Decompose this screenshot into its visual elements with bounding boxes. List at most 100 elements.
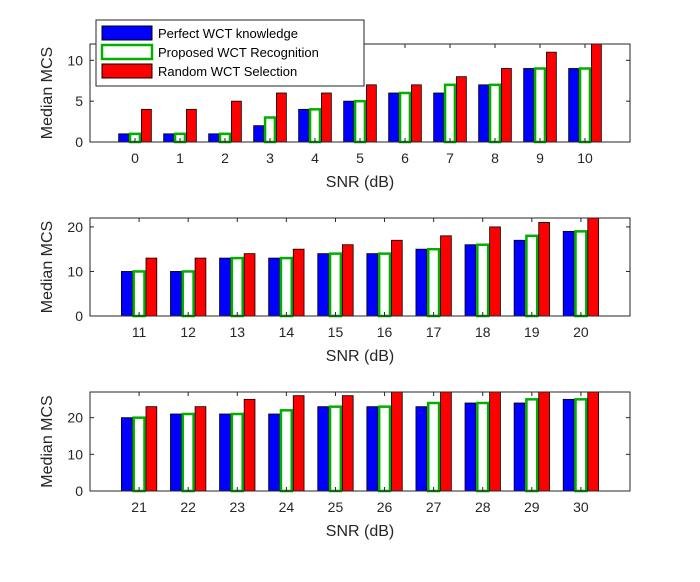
bar-random-snr-22 [194,406,207,492]
bar-random-snr-1 [186,108,197,143]
x-tick-label: 21 [131,499,147,515]
bar-proposed-snr-24 [279,409,294,493]
x-axis-title: SNR (dB) [326,523,394,540]
bar-proposed-snr-22 [181,412,195,493]
bar-proposed-snr-7 [443,83,457,144]
bar-random-snr-12 [194,257,207,317]
bar-proposed-snr-8 [488,83,502,144]
bar-perfect-snr-26 [366,406,379,492]
bar-perfect-snr-29 [513,402,526,492]
x-tick-label: 2 [221,150,229,166]
bar-proposed-snr-21 [132,416,146,493]
bar-proposed-snr-6 [398,91,412,144]
x-tick-label: 3 [266,150,274,166]
legend-swatch-proposed [100,43,154,61]
bar-random-snr-8 [501,68,512,143]
x-tick-label: 19 [524,324,540,340]
y-tick-label: 0 [75,134,83,150]
y-tick-label: 10 [67,446,83,462]
x-tick-label: 5 [356,150,364,166]
legend-label-random: Random WCT Selection [158,64,297,79]
x-tick-label: 22 [180,499,196,515]
bar-random-snr-3 [276,92,287,143]
legend-swatch-perfect [101,25,153,41]
bar-perfect-snr-14 [268,257,280,317]
x-tick-label: 26 [377,499,393,515]
bar-perfect-snr-8 [478,84,489,143]
bar-random-snr-15 [341,244,354,317]
bar-perfect-snr-0 [118,133,129,143]
bar-random-snr-29 [538,391,550,492]
bar-random-snr-0 [141,108,152,143]
y-tick-label: 5 [75,93,83,109]
x-tick-label: 16 [377,324,393,340]
legend-swatch-random [101,63,153,79]
bar-random-snr-7 [456,76,467,143]
bar-random-snr-13 [243,253,256,317]
bar-proposed-snr-14 [279,256,294,318]
bar-random-snr-4 [321,92,332,143]
bar-random-snr-21 [145,406,158,492]
bar-perfect-snr-17 [415,248,428,317]
axes-box [89,217,631,317]
bar-proposed-snr-28 [476,401,490,493]
bar-perfect-snr-23 [219,413,231,492]
bar-perfect-snr-15 [317,253,329,317]
bar-perfect-snr-4 [298,108,309,143]
bar-random-snr-23 [243,398,256,492]
bar-random-snr-5 [366,84,377,143]
bar-proposed-snr-19 [525,234,539,318]
bar-perfect-snr-18 [464,244,477,317]
bar-proposed-snr-25 [328,405,343,493]
bar-random-snr-26 [391,391,403,492]
bar-proposed-snr-9 [533,67,547,144]
bar-proposed-snr-27 [426,401,441,493]
bar-proposed-snr-13 [230,256,244,318]
bar-perfect-snr-11 [120,271,133,317]
x-tick-label: 28 [475,499,491,515]
bar-perfect-snr-24 [268,413,280,492]
bar-perfect-snr-6 [388,92,399,143]
bar-random-snr-2 [231,100,242,143]
bar-perfect-snr-10 [568,68,579,143]
bar-proposed-snr-17 [426,247,441,318]
bar-perfect-snr-5 [343,100,354,143]
bar-random-snr-20 [587,217,600,317]
bar-perfect-snr-7 [433,92,444,143]
x-tick-label: 12 [180,324,196,340]
bar-perfect-snr-25 [317,406,329,492]
x-tick-label: 7 [446,150,454,166]
bar-random-snr-30 [587,391,600,492]
bar-perfect-snr-1 [163,133,174,143]
x-tick-label: 11 [132,324,147,340]
x-tick-label: 1 [176,150,184,166]
x-tick-label: 15 [328,324,344,340]
bar-random-snr-19 [538,222,550,317]
y-tick-label: 0 [75,483,83,499]
legend-label-proposed: Proposed WCT Recognition [158,45,319,60]
y-tick-label: 20 [67,219,83,235]
axes-box [89,391,631,492]
bar-random-snr-16 [391,239,403,317]
bar-random-snr-27 [440,391,452,492]
bar-random-snr-6 [411,84,422,143]
bar-proposed-snr-29 [525,398,539,493]
x-tick-label: 6 [401,150,409,166]
x-tick-label: 24 [279,499,295,515]
y-tick-label: 20 [67,410,83,426]
bar-proposed-snr-30 [574,398,588,493]
bar-perfect-snr-21 [120,417,133,492]
panel-bottom: 21 22 23 24 25 26 27 28 29 30 0 10 20 SNR (dB) Median … [39,391,631,540]
legend: Perfect WCT knowledge Proposed WCT Recogn… [95,19,365,87]
bar-perfect-snr-20 [562,230,575,317]
bar-perfect-snr-19 [513,239,526,317]
bar-proposed-snr-12 [181,270,195,318]
x-tick-label: 25 [328,499,344,515]
bar-perfect-snr-27 [415,406,428,492]
bar-proposed-snr-11 [132,270,146,318]
x-tick-label: 27 [426,499,442,515]
bar-perfect-snr-16 [366,253,379,317]
y-tick-label: 10 [67,52,83,68]
